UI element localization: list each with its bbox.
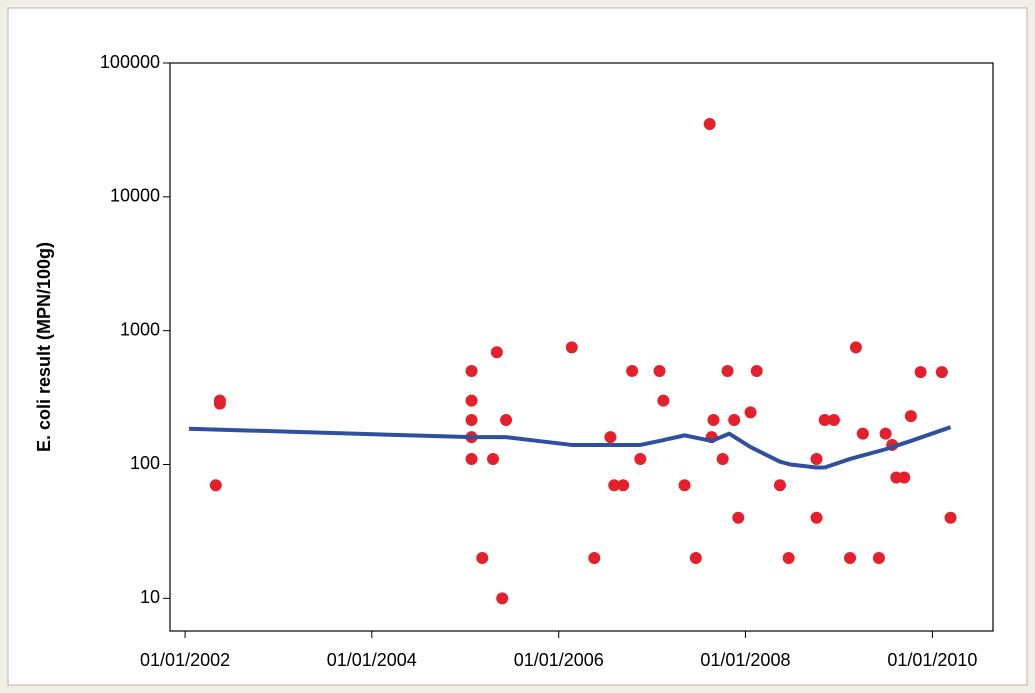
data-point [728,414,741,427]
y-tick-label: 10000 [110,186,160,206]
data-point [849,341,862,354]
data-point [872,552,885,565]
data-point [209,479,222,492]
data-point [904,410,917,423]
data-point [500,414,513,427]
data-point [653,364,666,377]
data-point [935,366,948,379]
x-tick-label: 01/01/2004 [327,650,417,670]
data-point [608,479,621,492]
data-point [810,452,823,465]
data-point [678,479,691,492]
data-point [487,452,500,465]
data-point [944,511,957,524]
data-point [744,406,757,419]
plot-frame [169,62,994,632]
data-point [782,552,795,565]
data-point [703,118,716,131]
y-tick-label: 100 [130,453,160,473]
data-point [626,364,639,377]
data-point [844,552,857,565]
y-axis-label: E. coli result (MPN/100g) [34,242,54,452]
data-point [617,479,630,492]
data-point [490,346,503,359]
data-point [465,364,478,377]
data-point [827,414,840,427]
data-point [818,414,831,427]
data-point [810,511,823,524]
trend-line [188,425,952,470]
data-point [565,341,578,354]
data-point [634,452,647,465]
data-point [732,511,745,524]
data-point [914,366,927,379]
data-point [879,427,892,440]
data-point [689,552,702,565]
data-point [465,414,478,427]
data-point [465,394,478,407]
data-point [898,471,911,484]
data-point [773,479,786,492]
data-point [496,592,509,605]
y-tick-label: 100000 [100,52,160,72]
y-tick-label: 10 [140,587,160,607]
data-point [213,397,226,410]
data-point [856,427,869,440]
x-tick-label: 01/01/2008 [700,650,790,670]
data-point [588,552,601,565]
data-point [707,414,720,427]
data-point [465,452,478,465]
data-point [716,452,729,465]
x-tick-label: 01/01/2010 [887,650,977,670]
data-point [721,364,734,377]
x-tick-label: 01/01/2006 [514,650,604,670]
data-point [657,394,670,407]
data-point [476,552,489,565]
data-point [604,431,617,444]
x-tick-label: 01/01/2002 [140,650,230,670]
y-tick-label: 1000 [120,319,160,339]
chart-panel [7,7,1028,686]
data-point [750,364,763,377]
